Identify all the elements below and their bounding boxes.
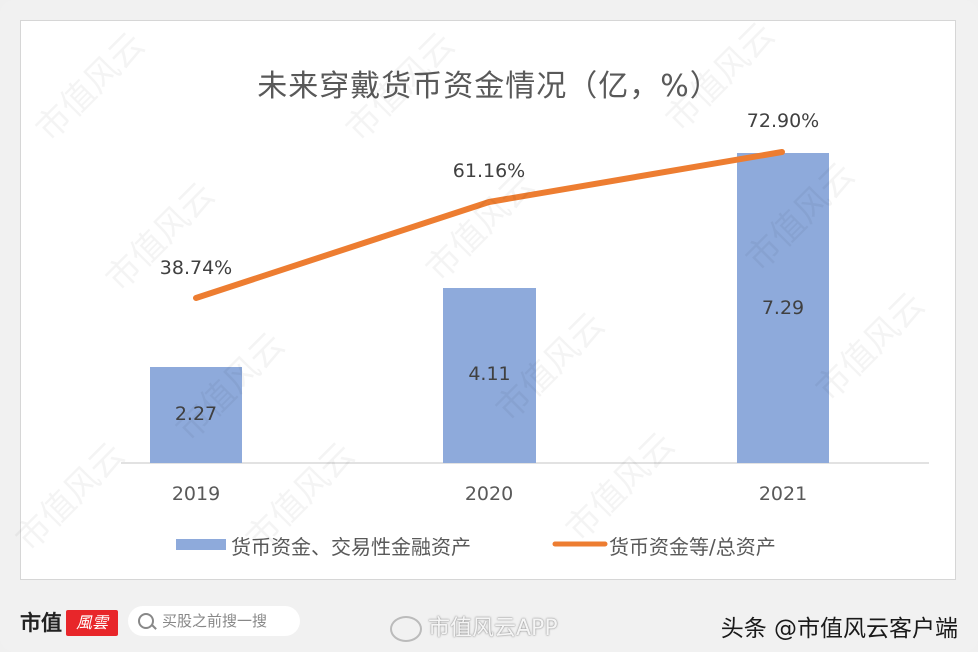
- bar-2019: [150, 367, 242, 463]
- brand-logo-text: 市值: [20, 610, 62, 635]
- bar-label-2020: 4.11: [468, 363, 511, 385]
- line-label-2019: 38.74%: [159, 257, 233, 279]
- chart-plot: [121, 149, 929, 550]
- bar-label-2021: 7.29: [761, 297, 805, 319]
- chart-card: 未来穿戴货币资金情况（亿，%） 2.27 4.11 7.29 38.74% 61…: [20, 20, 956, 580]
- ratio-line: [193, 149, 785, 301]
- bar-2020: [443, 288, 536, 463]
- weibo-icon: [390, 616, 422, 642]
- legend-bar-label: 货币资金、交易性金融资产: [231, 535, 471, 559]
- search-box[interactable]: 买股之前搜一搜: [128, 606, 300, 636]
- search-placeholder: 买股之前搜一搜: [162, 612, 268, 630]
- line-label-2020: 61.16%: [452, 160, 526, 182]
- bar-2021: [737, 153, 829, 463]
- chart-title: 未来穿戴货币资金情况（亿，%）: [257, 69, 721, 104]
- weibo-account-label: 市值风云APP: [428, 616, 558, 641]
- legend-line-label: 货币资金等/总资产: [609, 535, 776, 559]
- line-label-2021: 72.90%: [746, 110, 820, 132]
- legend-bar-swatch: [176, 539, 226, 550]
- search-icon: [138, 613, 154, 629]
- brand-logo-badge: 風雲: [66, 610, 118, 636]
- footer-bar: 市值 風雲 买股之前搜一搜 市值风云APP 头条 @市值风云客户端: [0, 592, 978, 652]
- x-tick-2019: 2019: [171, 483, 221, 505]
- bar-label-2019: 2.27: [174, 403, 218, 425]
- x-tick-2021: 2021: [758, 483, 808, 505]
- x-tick-2020: 2020: [464, 483, 514, 505]
- toutiao-account-label: 头条 @市值风云客户端: [720, 616, 958, 642]
